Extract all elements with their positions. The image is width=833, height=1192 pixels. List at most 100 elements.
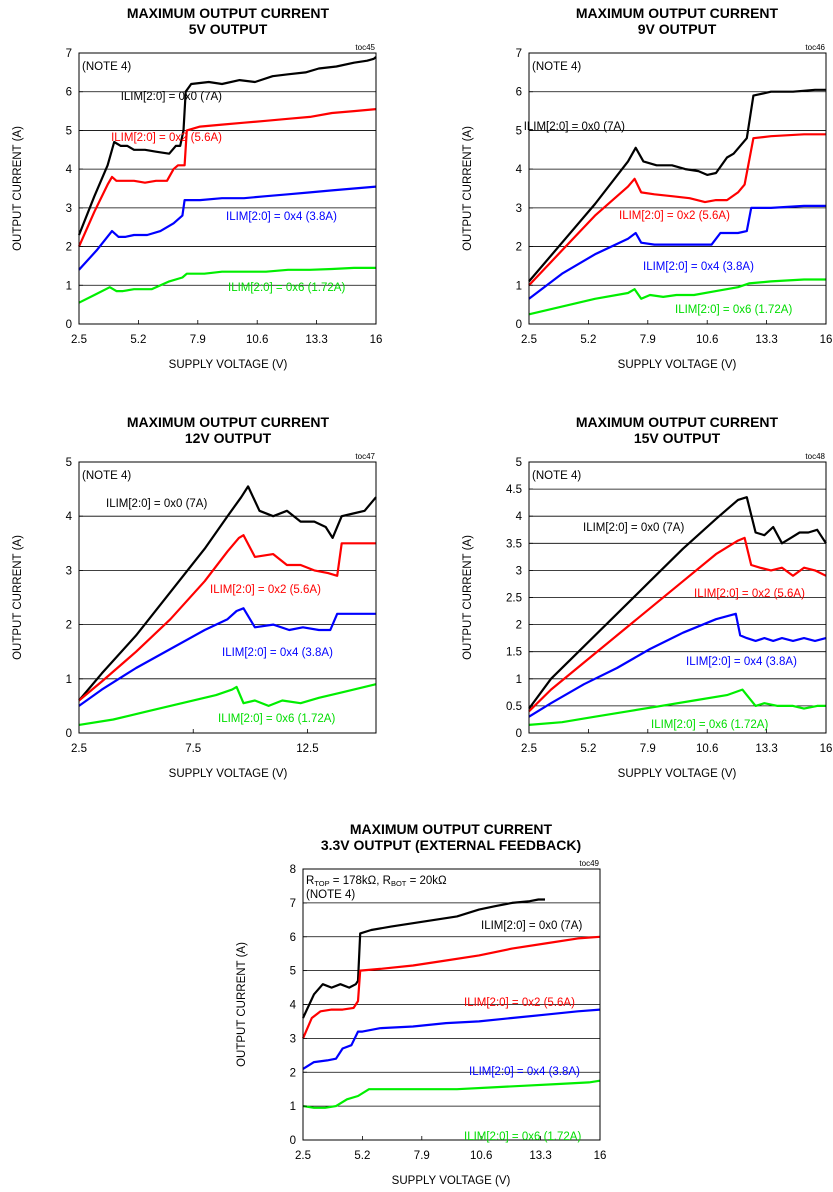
note-label: (NOTE 4) [532,61,581,73]
x-tick-label: 10.6 [696,334,718,346]
x-tick-label: 13.3 [529,1150,551,1162]
y-tick-label: 4 [66,511,73,523]
series-line [78,534,376,702]
series-line [78,683,377,726]
y-tick-label: 1 [290,1101,296,1113]
y-tick-label: 5 [66,457,72,469]
x-tick-label: 12.5 [296,743,318,755]
resistor-note-part: = 20kΩ [406,875,447,887]
chart-subtitle: 12V OUTPUT [185,430,272,446]
chart-subtitle: 3.3V OUTPUT (EXTERNAL FEEDBACK) [321,837,581,853]
y-tick-label: 0 [66,319,72,331]
y-tick-label: 4.5 [506,484,522,496]
series-label: ILIM[2:0] = 0x4 (3.8A) [222,647,333,659]
series-line [78,266,376,304]
series-label: ILIM[2:0] = 0x6 (1.72A) [228,282,345,294]
resistor-note-part: R [383,875,391,887]
resistor-note-part: = 178kΩ, [330,875,383,887]
series-label: ILIM[2:0] = 0x6 (1.72A) [651,719,768,731]
resistor-note-part: TOP [314,879,329,888]
x-tick-label: 2.5 [521,334,537,346]
y-axis-label: OUTPUT CURRENT (A) [12,535,24,660]
series-line [302,898,545,1019]
series-line [78,607,376,707]
toc-code: toc49 [579,859,599,868]
y-tick-label: 2 [66,242,72,254]
x-tick-label: 7.5 [185,743,201,755]
y-tick-label: 7 [516,48,522,60]
x-axis-label: SUPPLY VOLTAGE (V) [618,359,737,371]
x-tick-label: 16 [370,334,383,346]
note-label: (NOTE 4) [82,61,131,73]
y-tick-label: 2 [66,620,72,632]
y-tick-label: 1 [66,280,72,292]
resistor-note-part: BOT [391,879,407,888]
x-tick-label: 2.5 [521,743,537,755]
series-label: ILIM[2:0] = 0x0 (7A) [481,920,582,932]
y-tick-label: 3 [516,203,522,215]
series-label: ILIM[2:0] = 0x0 (7A) [106,498,207,510]
x-tick-label: 2.5 [71,334,87,346]
series-line [528,88,826,283]
y-tick-label: 4 [516,164,523,176]
y-tick-label: 0 [290,1135,296,1147]
chart-title: MAXIMUM OUTPUT CURRENT [576,5,779,21]
series-line [528,688,826,726]
y-tick-label: 4 [290,1000,297,1012]
series-label: ILIM[2:0] = 0x6 (1.72A) [218,713,335,725]
plot-frame [78,461,377,734]
y-tick-label: 5 [66,125,72,137]
series-label: ILIM[2:0] = 0x2 (5.6A) [694,588,805,600]
series-label: ILIM[2:0] = 0x2 (5.6A) [464,997,575,1009]
toc-code: toc45 [355,43,375,52]
x-axis-label: SUPPLY VOLTAGE (V) [618,768,737,780]
x-tick-label: 5.2 [130,334,146,346]
x-tick-label: 5.2 [580,334,596,346]
series-line [302,1008,601,1070]
series-line [528,133,826,287]
x-axis-label: SUPPLY VOLTAGE (V) [169,359,288,371]
y-tick-label: 7 [290,898,296,910]
y-tick-label: 6 [290,932,296,944]
y-tick-label: 7 [66,48,72,60]
chart-title: MAXIMUM OUTPUT CURRENT [127,414,330,430]
note-label: (NOTE 4) [306,889,355,901]
x-axis-label: SUPPLY VOLTAGE (V) [392,1175,511,1187]
y-axis-label: OUTPUT CURRENT (A) [12,126,24,251]
note-label: (NOTE 4) [532,470,581,482]
series-line [528,612,827,718]
series-label: ILIM[2:0] = 0x6 (1.72A) [675,304,792,316]
y-tick-label: 1.5 [506,647,522,659]
y-tick-label: 4 [516,511,523,523]
y-tick-label: 3 [516,565,522,577]
chart-title: MAXIMUM OUTPUT CURRENT [350,821,553,837]
chart-subtitle: 5V OUTPUT [189,21,268,37]
series-line [528,496,827,710]
series-line [301,935,601,1039]
series-line [78,485,377,702]
y-tick-label: 1 [516,674,522,686]
x-tick-label: 2.5 [295,1150,311,1162]
series-line [77,56,377,236]
x-axis-label: SUPPLY VOLTAGE (V) [169,768,288,780]
x-tick-label: 7.9 [640,334,656,346]
series-label: ILIM[2:0] = 0x4 (3.8A) [643,261,754,273]
x-tick-label: 16 [820,743,833,755]
x-tick-label: 10.6 [246,334,268,346]
x-tick-label: 7.9 [414,1150,430,1162]
series-line [528,536,827,713]
y-tick-label: 2 [290,1067,296,1079]
y-tick-label: 5 [290,966,296,978]
toc-code: toc47 [355,452,375,461]
x-tick-label: 10.6 [470,1150,492,1162]
y-tick-label: 3.5 [506,538,522,550]
y-tick-label: 6 [516,87,522,99]
chart-title: MAXIMUM OUTPUT CURRENT [576,414,779,430]
chart-subtitle: 9V OUTPUT [638,21,717,37]
toc-code: toc48 [805,452,825,461]
y-tick-label: 4 [66,164,73,176]
x-tick-label: 2.5 [71,743,87,755]
y-tick-label: 0 [516,728,522,740]
